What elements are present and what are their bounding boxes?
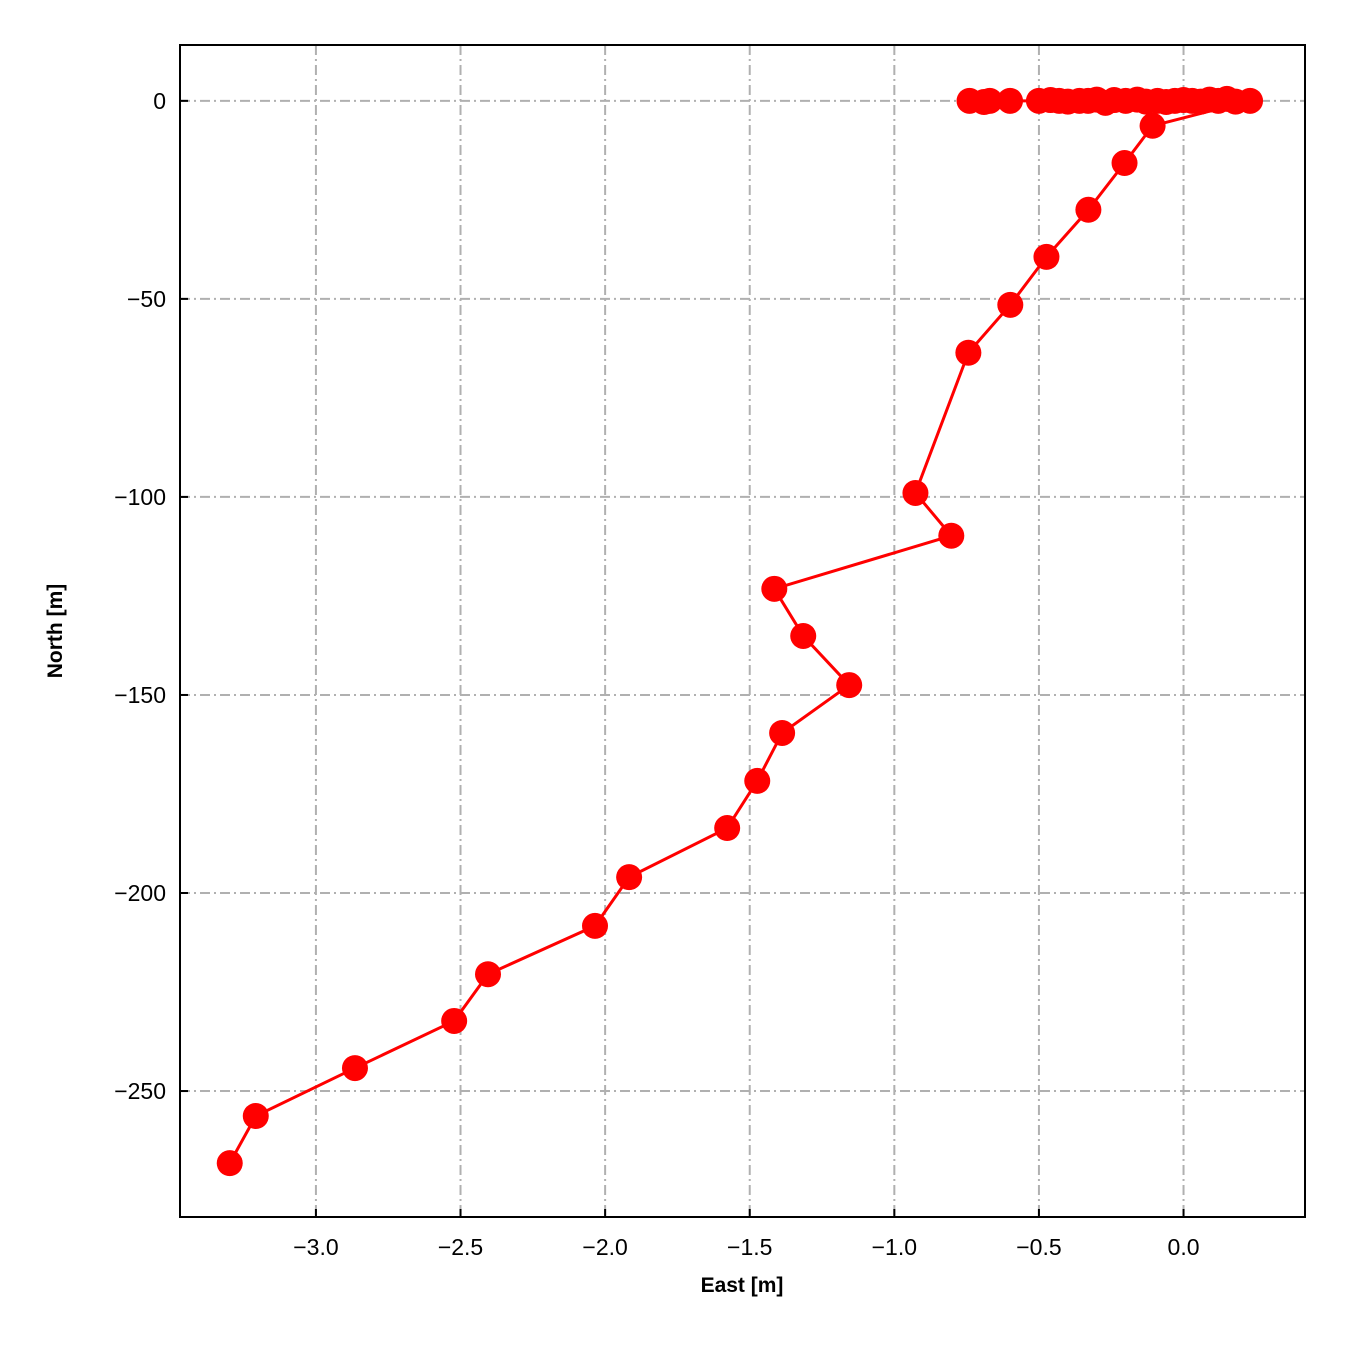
point xyxy=(1237,87,1264,114)
point xyxy=(714,815,741,842)
point xyxy=(997,87,1024,114)
point xyxy=(216,1150,243,1177)
point xyxy=(997,291,1024,318)
point xyxy=(441,1007,468,1034)
point xyxy=(1139,112,1166,139)
point xyxy=(836,672,863,699)
axes-frame xyxy=(179,44,1306,1218)
x-tick-label: −2.5 xyxy=(438,1234,483,1260)
x-tick-label: −1.5 xyxy=(727,1234,772,1260)
x-tick-label: −3.0 xyxy=(293,1234,338,1260)
point xyxy=(475,961,502,988)
point xyxy=(582,912,609,939)
x-tick-label: −1.0 xyxy=(872,1234,917,1260)
x-axis-label: East [m] xyxy=(701,1274,784,1297)
point xyxy=(769,719,796,746)
point xyxy=(955,339,982,366)
point xyxy=(790,622,817,649)
point xyxy=(1111,150,1138,177)
x-tick-label: −0.5 xyxy=(1016,1234,1061,1260)
y-tick-label: −100 xyxy=(114,484,166,510)
point xyxy=(341,1055,368,1082)
point xyxy=(1033,243,1060,270)
point xyxy=(902,479,929,506)
point xyxy=(976,87,1003,114)
y-tick-label: −50 xyxy=(127,286,166,312)
point xyxy=(938,522,965,549)
plot-area xyxy=(216,85,1264,1177)
x-tick-label: 0.0 xyxy=(1168,1234,1200,1260)
y-tick-label: −250 xyxy=(114,1078,166,1104)
y-axis-label: North [m] xyxy=(44,584,67,678)
grid xyxy=(180,45,1305,1217)
point xyxy=(744,767,771,794)
y-tick-label: −150 xyxy=(114,682,166,708)
y-tick-label: 0 xyxy=(153,88,166,114)
point xyxy=(761,575,788,602)
point xyxy=(242,1102,269,1129)
x-tick-label: −2.0 xyxy=(582,1234,627,1260)
point xyxy=(1075,196,1102,223)
y-tick-label: −200 xyxy=(114,880,166,906)
point xyxy=(616,864,643,891)
